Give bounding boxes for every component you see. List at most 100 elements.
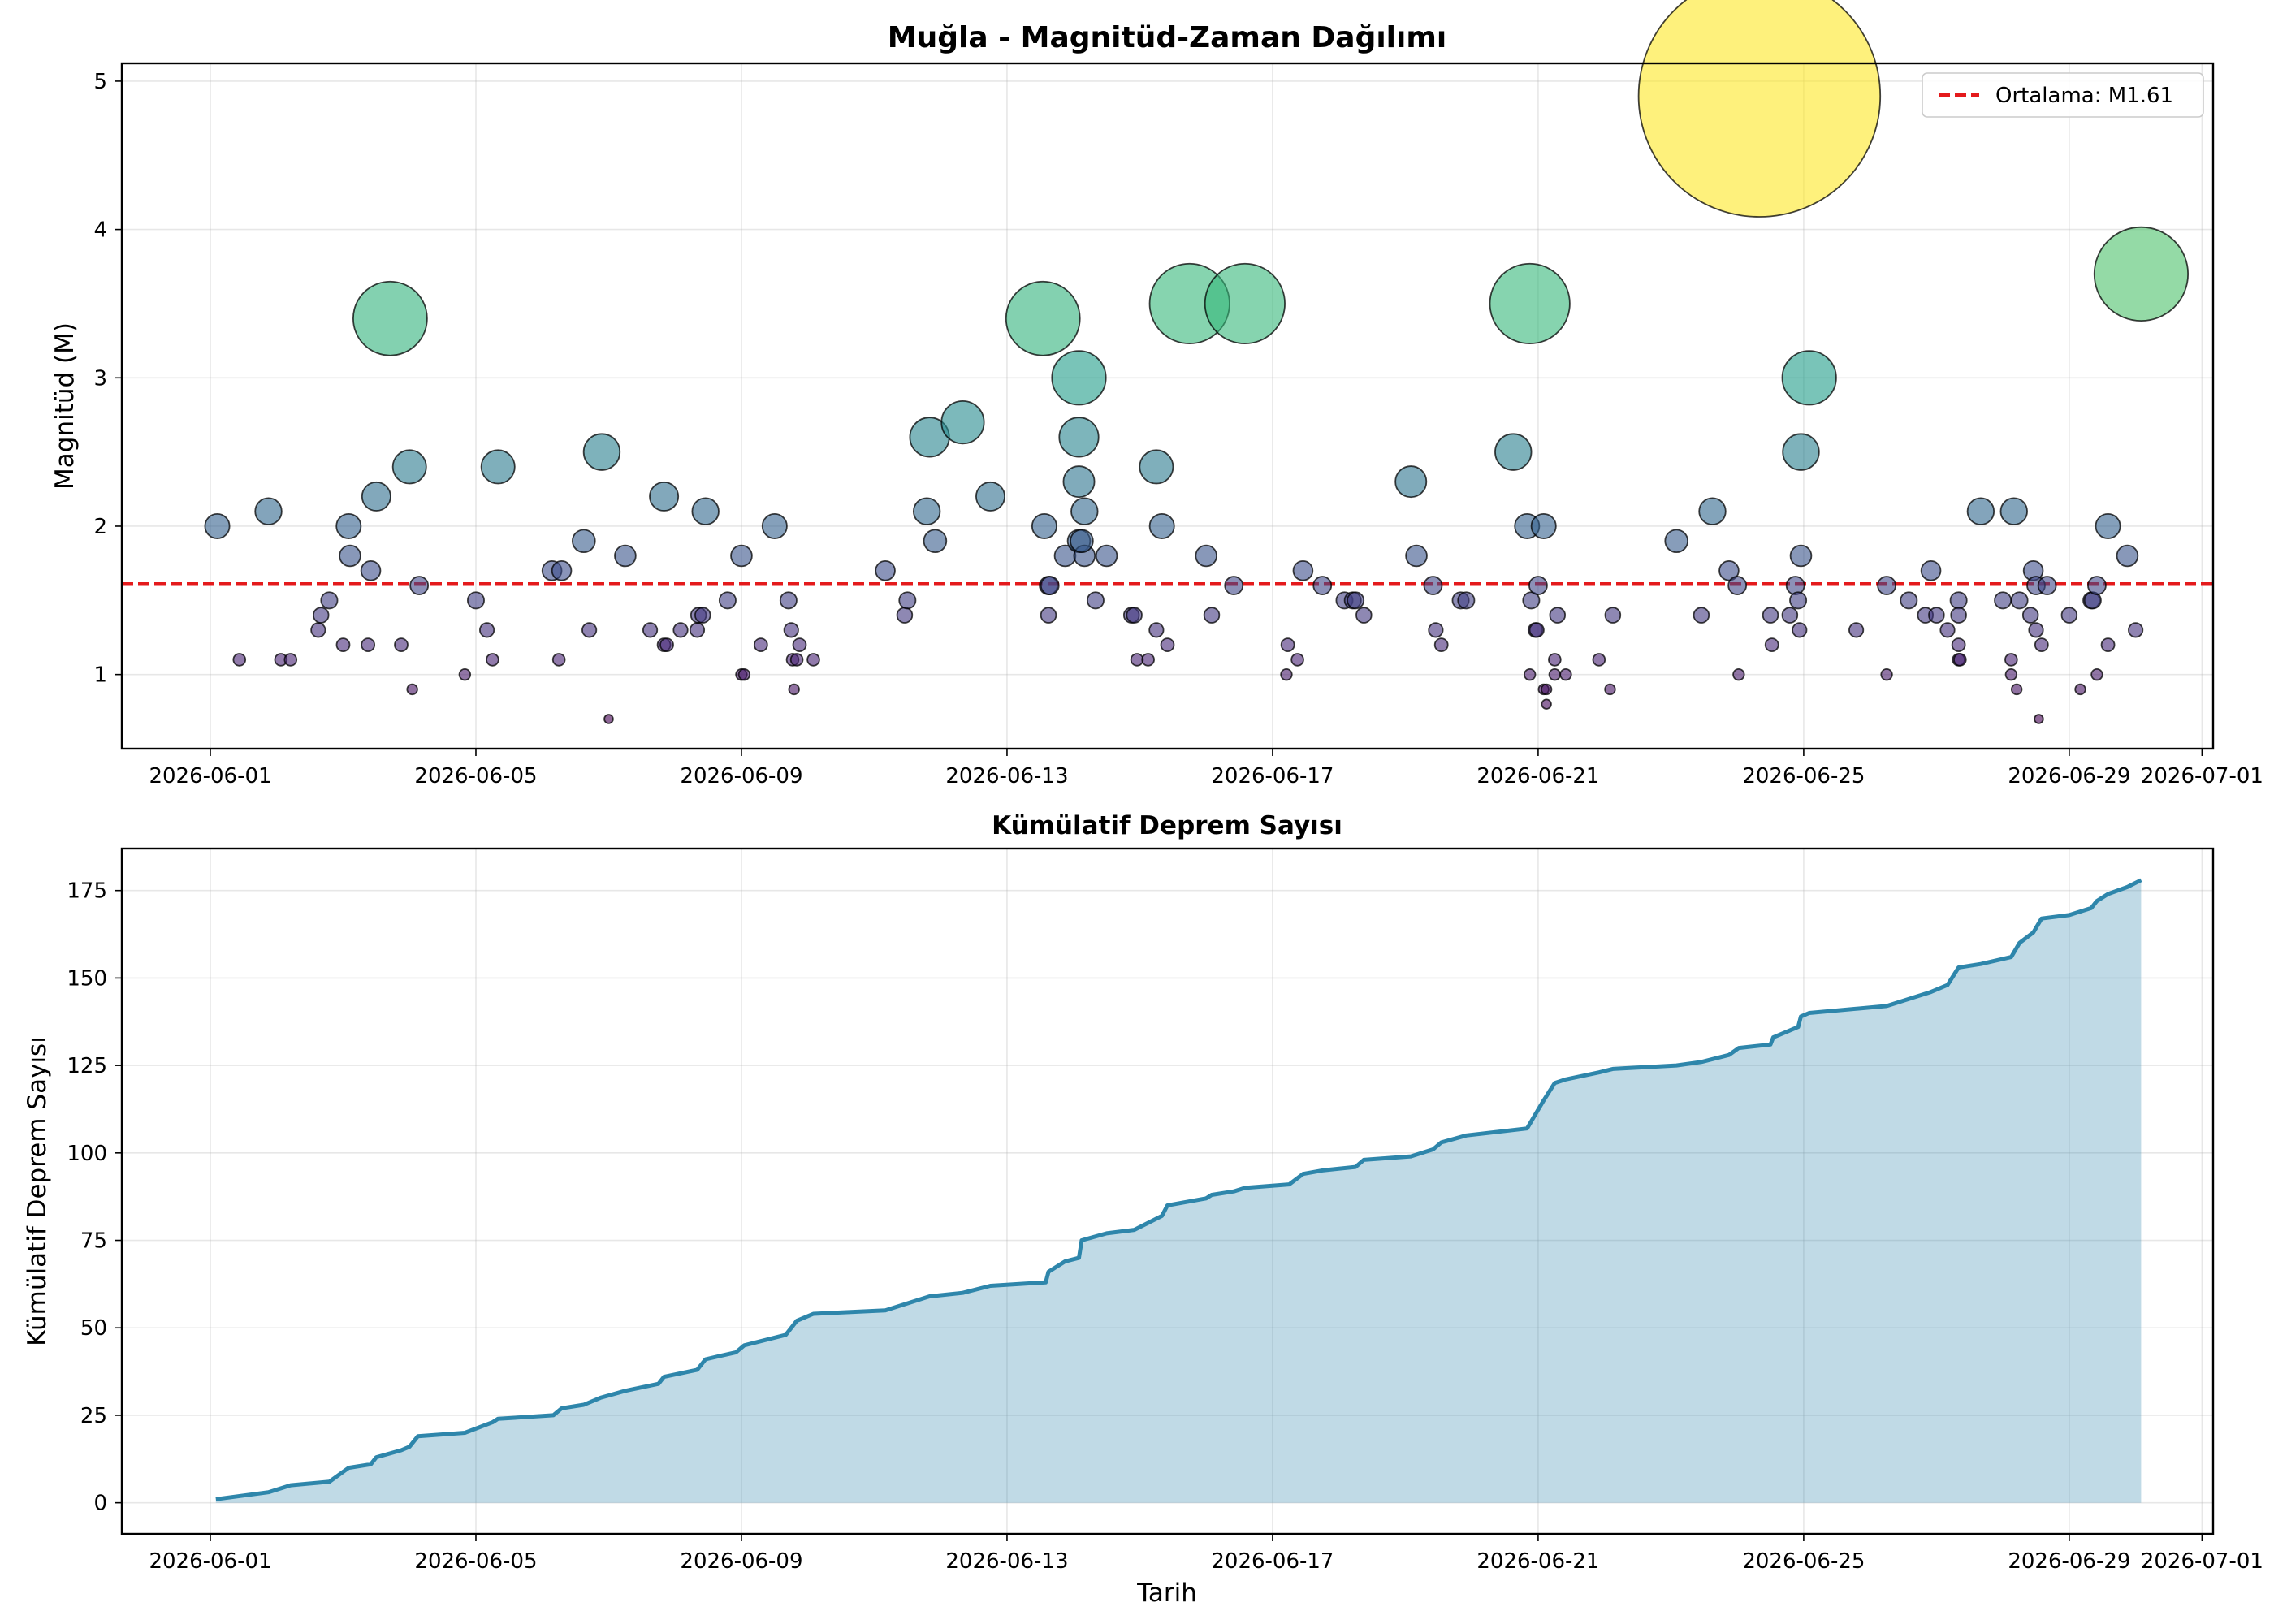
earthquake-point <box>1523 667 1537 681</box>
cumulative-x-tick-label: 2026-06-17 <box>1211 1549 1334 1574</box>
earthquake-point <box>551 559 573 581</box>
earthquake-point <box>789 653 804 667</box>
earthquake-point <box>2074 683 2086 696</box>
earthquake-point <box>1693 607 1710 624</box>
earthquake-point <box>2004 653 2018 667</box>
earthquake-point <box>1541 698 1552 710</box>
earthquake-point <box>1966 497 1995 525</box>
earthquake-point <box>649 481 680 512</box>
magnitude-scatter-panel: 2026-06-01 2026-06-05 2026-06-09 2026-06-13… <box>50 0 2263 788</box>
earthquake-point <box>2028 622 2044 638</box>
earthquake-point <box>2116 544 2139 568</box>
earthquake-point <box>896 607 914 624</box>
cumulative-y-axis-label: Kümülatif Deprem Sayısı <box>23 1036 52 1346</box>
cumulative-y-tick-label: 150 <box>67 966 107 991</box>
earthquake-point <box>1433 637 1449 653</box>
earthquake-point <box>779 591 798 610</box>
earthquake-point <box>1718 559 1740 581</box>
earthquake-point <box>320 591 339 610</box>
magnitude-x-tick-label: 2026-06-29 <box>2008 764 2130 788</box>
earthquake-point <box>730 544 753 568</box>
earthquake-point <box>694 607 711 624</box>
magnitude-x-tick-label: 2026-06-13 <box>945 764 1068 788</box>
cumulative-count-panel: 2026-06-01 2026-06-05 2026-06-09 2026-06-13… <box>23 811 2263 1608</box>
magnitude-x-tick-label: 2026-07-01 <box>2141 764 2263 788</box>
earthquake-point <box>1540 683 1553 696</box>
earthquake-point <box>1877 576 1896 595</box>
earthquake-point <box>2021 607 2039 624</box>
magnitude-x-tick-label: 2026-06-09 <box>680 764 802 788</box>
cumulative-y-ticks: 0 25 50 75 100 125 150 175 <box>67 879 122 1516</box>
magnitude-y-ticks: 1 2 3 4 5 <box>93 70 122 688</box>
cumulative-axes-frame <box>120 847 2215 1535</box>
earthquake-point <box>761 512 788 539</box>
earthquake-point <box>1086 591 1105 610</box>
earthquake-point <box>659 637 674 653</box>
earthquake-point <box>2100 637 2116 653</box>
earthquake-point <box>458 667 472 681</box>
earthquake-point <box>1394 465 1428 499</box>
cumulative-x-tick-label: 2026-07-01 <box>2141 1549 2263 1574</box>
earthquake-point <box>1051 350 1107 406</box>
earthquake-point <box>1939 622 1956 638</box>
earthquake-point <box>1405 544 1428 568</box>
earthquake-point <box>1141 653 1155 667</box>
earthquake-point <box>689 622 706 638</box>
cumulative-y-tick-label: 75 <box>80 1229 107 1254</box>
cumulative-x-tick-label: 2026-06-01 <box>149 1549 271 1574</box>
earthquake-point <box>1950 607 1967 624</box>
legend-mean-label: Ortalama: M1.61 <box>1995 84 2173 108</box>
earthquake-point <box>923 529 948 554</box>
earthquake-point <box>1785 576 1805 595</box>
earthquake-point <box>1559 667 1572 681</box>
earthquake-point <box>1994 591 2012 610</box>
earthquake-point <box>2090 667 2103 681</box>
earthquake-point <box>1130 653 1144 667</box>
earthquake-point <box>1312 576 1333 595</box>
earthquake-point <box>1664 529 1689 554</box>
earthquake-point <box>2093 226 2190 322</box>
earthquake-point <box>335 637 351 653</box>
earthquake-point <box>1592 653 1606 667</box>
earthquake-point <box>1732 667 1745 681</box>
earthquake-point <box>1428 622 1444 638</box>
cumulative-y-tick-label: 175 <box>67 879 107 904</box>
earthquake-point <box>360 559 382 581</box>
magnitude-y-tick-label: 3 <box>93 366 107 391</box>
earthquake-point <box>283 653 298 667</box>
cumulative-y-tick-label: 0 <box>93 1492 107 1516</box>
earthquake-point <box>480 449 516 485</box>
earthquake-point <box>1160 637 1175 653</box>
earthquake-point <box>1848 622 1865 638</box>
legend: Ortalama: M1.61 <box>1922 72 2204 118</box>
cumulative-y-tick-label: 50 <box>80 1316 107 1341</box>
earthquake-point <box>672 622 689 638</box>
earthquake-point <box>1139 449 1174 485</box>
magnitude-y-axis-label: Magnitüd (M) <box>50 322 80 490</box>
earthquake-point <box>1548 653 1562 667</box>
cumulative-chart-title: Kümülatif Deprem Sayısı <box>992 811 1342 840</box>
earthquake-point <box>1126 607 1143 624</box>
earthquake-point <box>806 653 820 667</box>
cumulative-x-tick-label: 2026-06-05 <box>414 1549 537 1574</box>
cumulative-x-tick-label: 2026-06-21 <box>1476 1549 1599 1574</box>
earthquake-point <box>1347 591 1365 610</box>
earthquake-point <box>582 433 621 471</box>
earthquake-point <box>1224 576 1244 595</box>
earthquake-point <box>310 622 326 638</box>
earthquake-point <box>1489 262 1571 345</box>
earthquake-point <box>1005 280 1081 356</box>
earthquake-point <box>603 714 614 724</box>
earthquake-point <box>975 481 1006 512</box>
earthquake-point <box>1070 497 1099 525</box>
magnitude-x-tick-label: 2026-06-25 <box>1742 764 1865 788</box>
earthquake-point <box>1762 607 1779 624</box>
magnitude-axes-frame <box>120 62 2215 750</box>
magnitude-chart-title: Muğla - Magnitüd-Zaman Dağılımı <box>888 21 1446 54</box>
cumulative-y-tick-label: 25 <box>80 1404 107 1428</box>
cumulative-line <box>215 878 2142 1501</box>
earthquake-point <box>1040 576 1060 595</box>
earthquake-point <box>572 529 596 554</box>
earthquake-point <box>2034 637 2049 653</box>
